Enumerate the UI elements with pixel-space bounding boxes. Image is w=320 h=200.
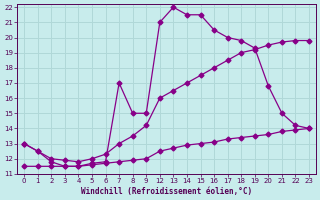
X-axis label: Windchill (Refroidissement éolien,°C): Windchill (Refroidissement éolien,°C) (81, 187, 252, 196)
